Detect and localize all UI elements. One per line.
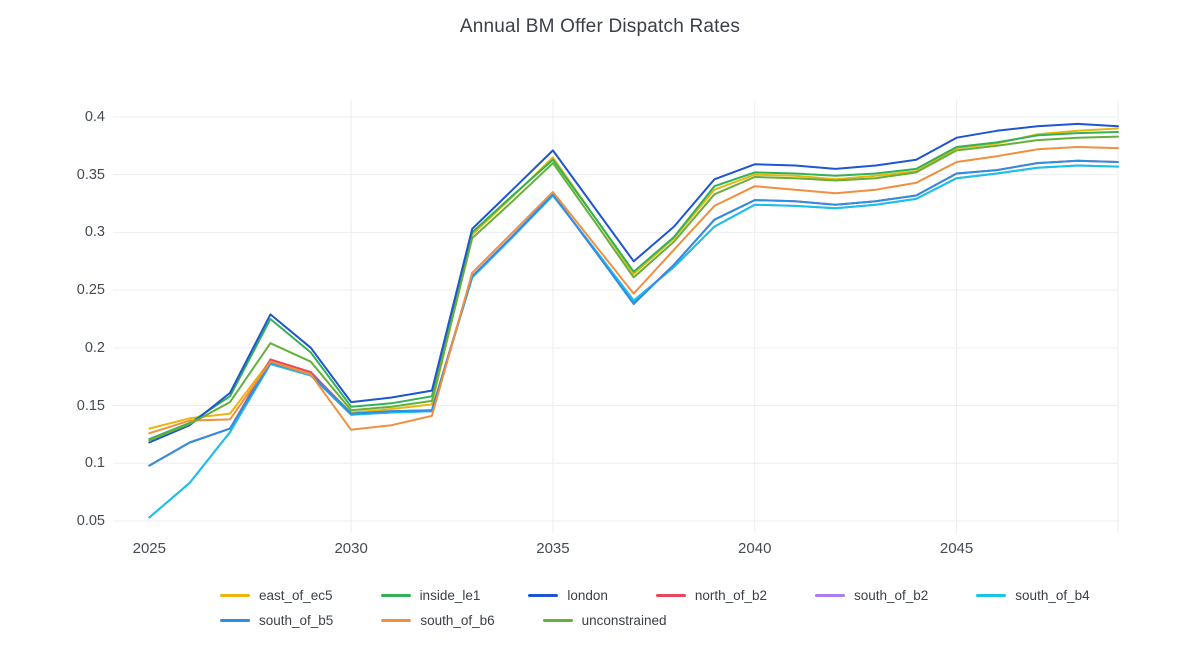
legend-swatch-icon [220, 594, 250, 597]
legend-swatch-icon [380, 594, 411, 597]
series-line-south_of_b5[interactable] [148, 159, 1119, 467]
legend-item-london[interactable]: london [528, 588, 608, 603]
legend-item-south_of_b4[interactable]: south_of_b4 [976, 588, 1090, 603]
legend-item-south_of_b5[interactable]: south_of_b5 [220, 613, 333, 628]
legend-swatch-icon [976, 594, 1007, 597]
legend-label: inside_le1 [419, 588, 481, 603]
series-line-south_of_b6[interactable] [148, 146, 1119, 435]
legend-item-south_of_b2[interactable]: south_of_b2 [814, 588, 929, 603]
y-tick-label: 0.25 [76, 282, 105, 299]
legend-label: north_of_b2 [694, 588, 767, 603]
legend-label: south_of_b5 [259, 613, 334, 628]
legend-label: london [567, 588, 608, 603]
series-line-south_of_b4[interactable] [148, 164, 1119, 519]
x-tick-label: 2040 [738, 540, 772, 557]
legend-label: south_of_b4 [1015, 588, 1090, 603]
legend-item-south_of_b6[interactable]: south_of_b6 [381, 613, 495, 628]
legend: east_of_ec5 inside_le1 london north_of_b2 so… [220, 588, 1172, 628]
legend-swatch-icon [814, 594, 845, 597]
legend-swatch-icon [220, 619, 250, 622]
chart-title: Annual BM Offer Dispatch Rates [459, 16, 741, 37]
legend-label: south_of_b6 [420, 613, 495, 628]
legend-swatch-icon [381, 619, 412, 622]
series-line-south_of_b2[interactable] [148, 164, 1119, 519]
x-tick-label: 2025 [132, 540, 166, 557]
y-tick-label: 0.1 [84, 455, 105, 472]
legend-label: south_of_b2 [853, 588, 929, 603]
y-tick-label: 0.2 [84, 339, 105, 356]
legend-swatch-icon [542, 619, 573, 622]
y-tick-label: 0.35 [76, 166, 105, 183]
series-line-north_of_b2[interactable] [148, 159, 1119, 467]
legend-item-east_of_ec5[interactable]: east_of_ec5 [220, 588, 333, 603]
series-line-london[interactable] [148, 122, 1119, 444]
x-tick-label: 2035 [536, 540, 570, 557]
y-tick-label: 0.05 [76, 512, 105, 529]
y-tick-label: 0.3 [84, 224, 105, 241]
x-tick-label: 2045 [939, 540, 974, 557]
series-line-inside_le1[interactable] [148, 131, 1119, 440]
legend-item-north_of_b2[interactable]: north_of_b2 [655, 588, 767, 603]
series-line-unconstrained[interactable] [148, 135, 1119, 442]
x-tick-label: 2030 [334, 540, 368, 557]
series-line-east_of_ec5[interactable] [148, 127, 1119, 430]
legend-item-unconstrained[interactable]: unconstrained [542, 613, 667, 628]
legend-swatch-icon [528, 594, 559, 597]
legend-label: unconstrained [581, 613, 667, 628]
legend-swatch-icon [655, 594, 686, 597]
legend-label: east_of_ec5 [259, 588, 333, 603]
legend-item-inside_le1[interactable]: inside_le1 [380, 588, 481, 603]
y-tick-label: 0.4 [84, 108, 105, 125]
y-tick-label: 0.15 [76, 397, 105, 414]
